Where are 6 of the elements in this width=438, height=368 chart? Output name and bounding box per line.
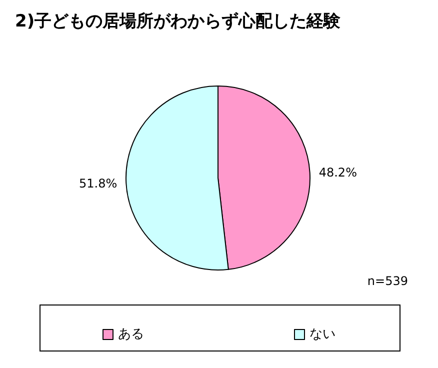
text: n=539 <box>367 274 408 288</box>
data-label: 48.2% <box>318 166 357 180</box>
legend-label: ない <box>310 327 336 342</box>
data-label: 51.8% <box>79 176 118 190</box>
chart-title: 2)子どもの居場所がわからず心配した経験 <box>15 12 342 32</box>
legend-label: ある <box>118 327 144 342</box>
